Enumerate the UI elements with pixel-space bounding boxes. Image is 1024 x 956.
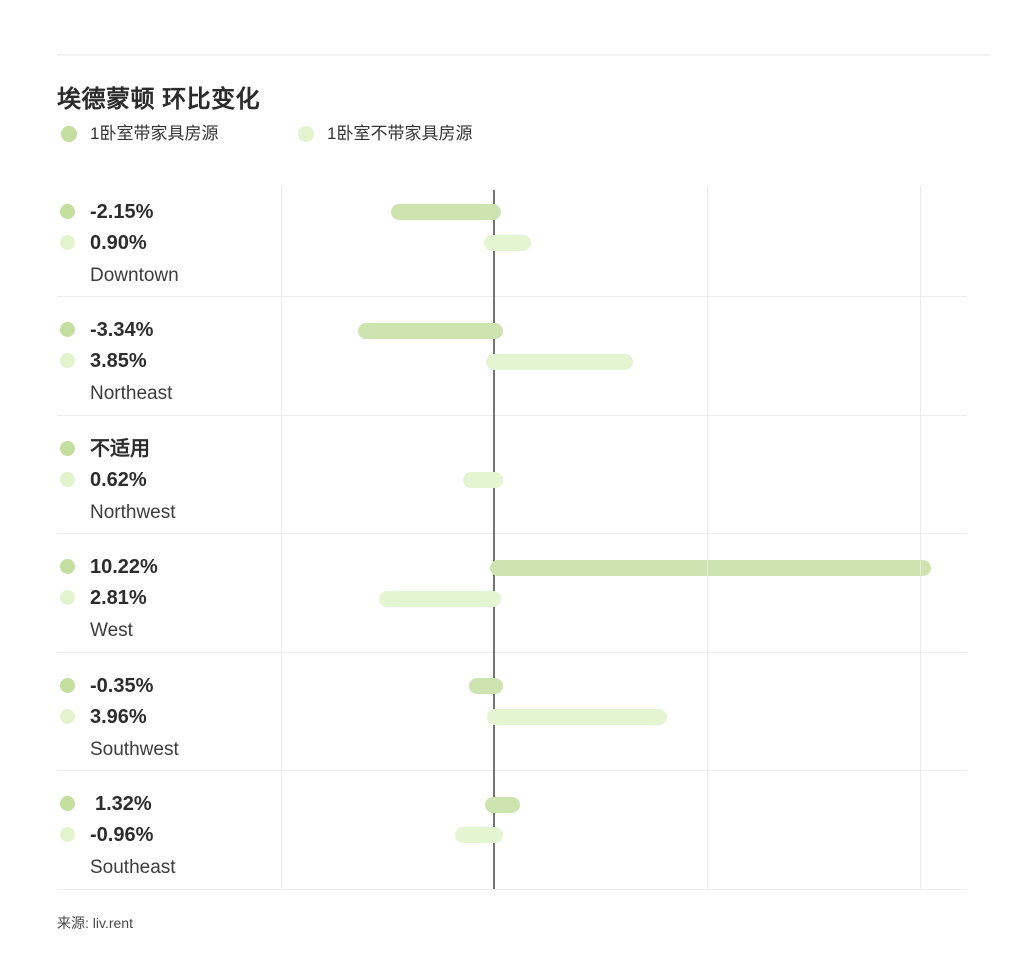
unfurnished-value: 3.85% [90, 350, 147, 372]
row-southwest: -0.35% 3.96% Southwest [0, 652, 280, 770]
row-separator [57, 296, 967, 297]
row-northeast: -3.34% 3.85% Northeast [0, 296, 280, 414]
unfurnished-bar-west [379, 591, 501, 607]
vertical-gridline [920, 186, 921, 889]
unfurnished-value: 2.81% [90, 587, 147, 609]
row-separator [57, 533, 967, 534]
header-divider [57, 54, 990, 56]
zero-axis-line [493, 190, 495, 889]
furnished-bar-west [490, 560, 931, 576]
unfurnished-dot [60, 590, 75, 605]
unfurnished-dot [60, 235, 75, 250]
unfurnished-dot [60, 827, 75, 842]
furnished-legend-dot [61, 126, 77, 142]
unfurnished-dot [60, 709, 75, 724]
furnished-dot [60, 796, 75, 811]
unfurnished-value: 0.62% [90, 469, 147, 491]
unfurnished-legend-label: 1卧室不带家具房源 [327, 124, 473, 143]
unfurnished-bar-southeast [455, 827, 503, 843]
area-label: Downtown [90, 265, 179, 286]
furnished-bar-northeast [358, 323, 503, 339]
furnished-dot [60, 322, 75, 337]
unfurnished-bar-downtown [484, 235, 531, 251]
row-separator [57, 770, 967, 771]
furnished-dot [60, 441, 75, 456]
area-label: Southwest [90, 739, 179, 760]
furnished-value: -0.35% [90, 675, 154, 697]
area-label: Southeast [90, 857, 176, 878]
furnished-value: 1.32% [95, 793, 152, 815]
row-separator [57, 415, 967, 416]
unfurnished-bar-northwest [463, 472, 503, 488]
furnished-dot [60, 678, 75, 693]
source-note: 来源: liv.rent [57, 915, 133, 931]
vertical-gridline [707, 186, 708, 889]
furnished-bar-southeast [485, 797, 520, 813]
area-label: West [90, 620, 133, 641]
area-label: Northwest [90, 502, 176, 523]
page-title: 埃德蒙顿 环比变化 [57, 86, 261, 113]
unfurnished-bar-northeast [486, 354, 633, 370]
vertical-gridline [281, 186, 282, 889]
area-label: Northeast [90, 383, 173, 404]
furnished-bar-downtown [391, 204, 501, 220]
row-separator [57, 889, 967, 890]
furnished-bar-southwest [469, 678, 503, 694]
row-downtown: -2.15% 0.90% Downtown [0, 178, 280, 296]
unfurnished-legend-dot [298, 126, 314, 142]
unfurnished-bar-southwest [487, 709, 667, 725]
unfurnished-dot [60, 472, 75, 487]
furnished-value: 不适用 [90, 438, 150, 460]
row-separator [57, 652, 967, 653]
row-west: 10.22% 2.81% West [0, 533, 280, 651]
furnished-dot [60, 559, 75, 574]
row-southeast: 1.32% -0.96% Southeast [0, 770, 280, 888]
unfurnished-value: 3.96% [90, 706, 147, 728]
furnished-value: -2.15% [90, 201, 154, 223]
furnished-dot [60, 204, 75, 219]
furnished-value: 10.22% [90, 556, 158, 578]
furnished-value: -3.34% [90, 319, 154, 341]
furnished-legend-label: 1卧室带家具房源 [90, 124, 219, 143]
unfurnished-value: -0.96% [90, 824, 154, 846]
unfurnished-value: 0.90% [90, 232, 147, 254]
row-northwest: 不适用 0.62% Northwest [0, 415, 280, 533]
unfurnished-dot [60, 353, 75, 368]
